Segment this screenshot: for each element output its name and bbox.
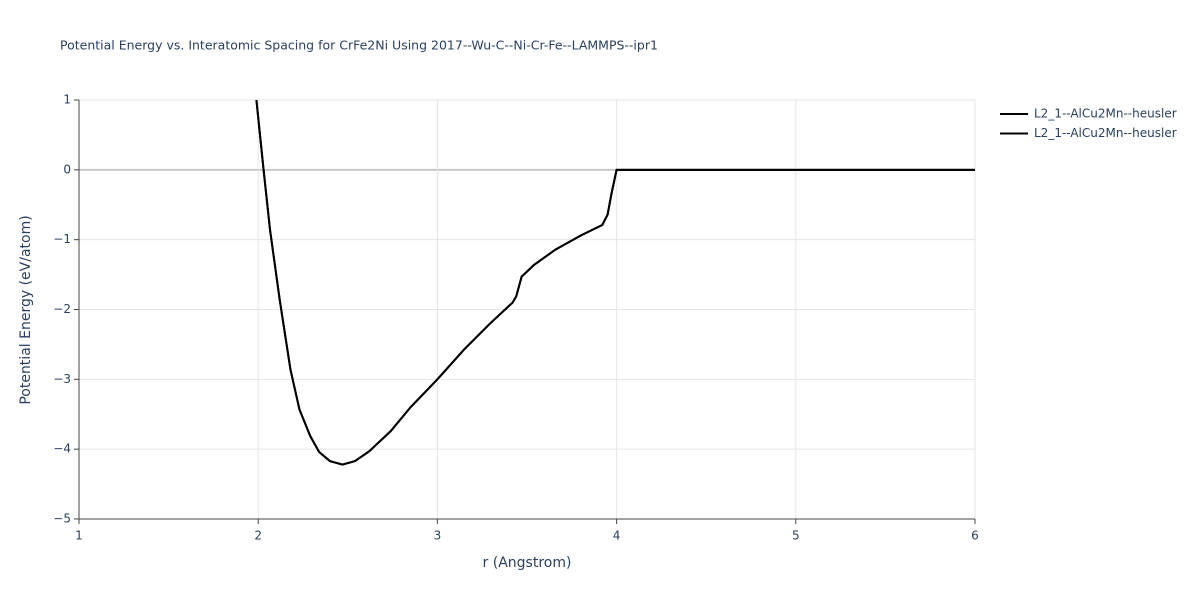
chart-title: Potential Energy vs. Interatomic Spacing… <box>60 38 658 53</box>
legend-label: L2_1--AlCu2Mn--heusler <box>1034 126 1177 140</box>
x-tick-label: 5 <box>792 529 800 543</box>
y-tick-label: −2 <box>53 302 71 316</box>
y-tick-label: −3 <box>53 372 71 386</box>
x-axis-title: r (Angstrom) <box>483 555 572 571</box>
x-tick-label: 4 <box>613 529 621 543</box>
x-tick-label: 1 <box>75 529 83 543</box>
y-tick-label: −5 <box>53 512 71 526</box>
y-tick-label: 1 <box>63 93 71 107</box>
x-tick-label: 3 <box>434 529 442 543</box>
y-tick-label: −4 <box>53 442 71 456</box>
y-tick-label: 0 <box>63 162 71 176</box>
series-line <box>255 99 975 466</box>
x-tick-label: 6 <box>971 529 979 543</box>
series-line <box>255 99 975 466</box>
x-tick-label: 2 <box>254 529 262 543</box>
legend-label: L2_1--AlCu2Mn--heusler <box>1034 107 1177 121</box>
y-axis-title: Potential Energy (eV/atom) <box>18 215 34 404</box>
y-tick-label: −1 <box>53 232 71 246</box>
